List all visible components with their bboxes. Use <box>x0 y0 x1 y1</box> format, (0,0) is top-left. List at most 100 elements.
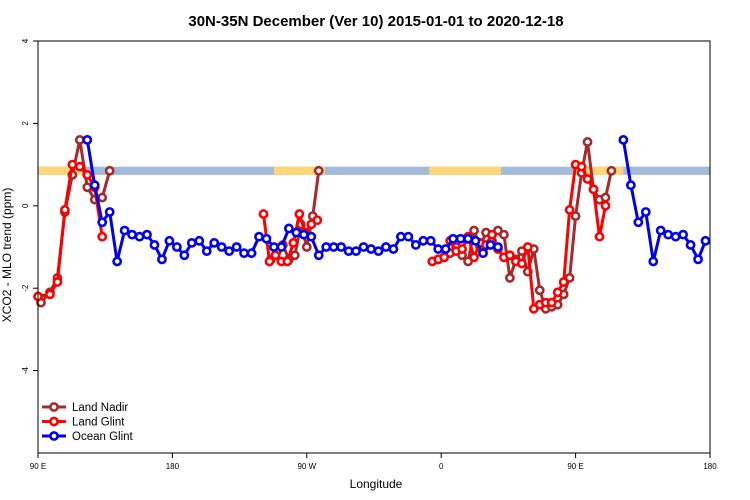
data-point <box>582 174 593 184</box>
data-point <box>588 184 599 195</box>
data-point <box>594 231 605 242</box>
data-point <box>700 235 711 246</box>
data-point <box>633 217 644 228</box>
data-point <box>618 134 629 145</box>
data-point <box>504 250 515 261</box>
data-point <box>67 159 78 170</box>
data-point <box>283 223 294 234</box>
ocean-band <box>38 166 710 175</box>
data-point <box>149 240 160 250</box>
data-point <box>336 242 347 252</box>
data-point <box>312 215 323 226</box>
data-point <box>625 180 636 191</box>
y-tick-label: -4 <box>21 366 30 374</box>
data-point <box>134 231 145 242</box>
data-point <box>254 231 264 242</box>
data-point <box>433 244 444 254</box>
data-point <box>439 252 450 263</box>
data-point <box>418 235 429 246</box>
legend-swatch-marker <box>49 402 59 412</box>
x-axis-label: Longitude <box>350 477 403 491</box>
data-point <box>289 250 300 261</box>
x-tick-label: 0 <box>439 462 444 471</box>
y-tick-label: 2 <box>21 121 30 126</box>
land-band-segment <box>575 166 624 175</box>
data-point <box>119 225 130 236</box>
y-tick-label: 0 <box>21 203 30 208</box>
data-point <box>552 287 563 298</box>
data-point <box>582 137 593 147</box>
x-tick-label: 90 E <box>567 462 583 471</box>
data-point <box>82 169 93 180</box>
data-point <box>358 242 369 252</box>
data-point <box>97 192 108 203</box>
data-point <box>640 207 651 217</box>
data-point <box>74 134 85 145</box>
land-band-segment <box>273 166 325 175</box>
data-point <box>127 229 137 240</box>
data-point <box>351 246 361 257</box>
data-point <box>564 205 575 215</box>
data-point <box>164 235 175 246</box>
data-point <box>270 250 281 261</box>
land-band-segment <box>429 166 501 175</box>
data-point <box>448 233 459 244</box>
legend: Land Nadir Land Glint Ocean Glint <box>42 402 134 443</box>
data-point <box>606 165 617 176</box>
data-point <box>313 250 324 261</box>
data-point <box>463 233 473 244</box>
data-point <box>388 244 399 254</box>
data-point <box>231 242 242 252</box>
data-point <box>534 285 545 296</box>
data-point <box>485 240 496 250</box>
data-point <box>522 242 533 252</box>
series-ocean-glint <box>82 134 711 267</box>
legend-label: Land Nadir <box>72 402 128 414</box>
data-point <box>264 256 275 267</box>
axes: 90 E 180 90 W 0 90 E 180 -4 -2 0 2 4 <box>21 38 717 471</box>
data-point <box>440 244 451 254</box>
data-point <box>209 237 220 248</box>
data-point <box>224 246 235 257</box>
data-point <box>291 227 302 238</box>
surface-type-band <box>38 166 710 175</box>
data-point <box>366 244 376 254</box>
data-point <box>59 205 70 215</box>
data-point <box>269 242 279 252</box>
data-point <box>258 209 269 219</box>
data-point <box>655 225 666 236</box>
data-point <box>288 237 299 248</box>
data-point <box>425 235 436 246</box>
data-point <box>171 242 182 252</box>
data-point <box>186 237 197 248</box>
data-point <box>157 254 167 265</box>
data-point <box>381 242 391 252</box>
data-point <box>298 229 309 240</box>
data-point <box>600 200 611 211</box>
data-point <box>282 256 293 267</box>
y-axis-label: XCO2 - MLO trend (ppm) <box>0 188 14 323</box>
data-point <box>216 242 227 252</box>
data-point <box>142 229 152 240</box>
series-land-nadir <box>36 134 617 314</box>
y-tick-label: -2 <box>21 284 30 292</box>
data-point <box>194 235 205 246</box>
legend-swatch-marker <box>49 431 59 441</box>
data-point <box>670 231 681 242</box>
data-point <box>504 272 515 283</box>
data-point <box>403 231 414 242</box>
data-point <box>261 233 272 244</box>
data-point <box>97 231 108 242</box>
data-point <box>373 246 384 257</box>
x-tick-label: 180 <box>166 462 180 471</box>
data-point <box>246 248 257 259</box>
data-point <box>112 256 123 267</box>
data-point <box>104 207 115 217</box>
data-point <box>343 246 354 257</box>
data-point <box>455 233 466 244</box>
data-point <box>52 277 63 287</box>
series-land-glint <box>33 159 611 314</box>
data-point <box>179 250 190 261</box>
data-point <box>663 229 674 240</box>
